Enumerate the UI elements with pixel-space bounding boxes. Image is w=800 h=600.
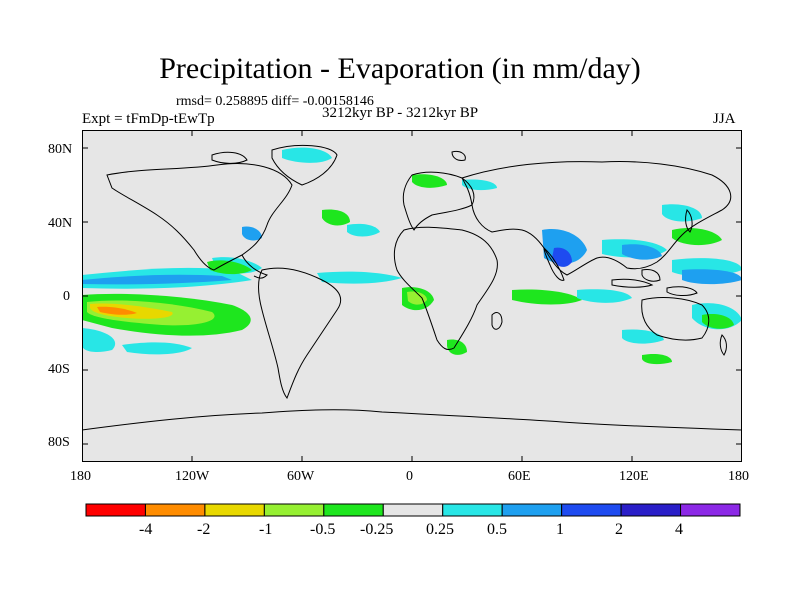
- coast-antarctica: [82, 409, 742, 431]
- patch-indian-green: [512, 289, 582, 305]
- colorbar-box: [85, 503, 146, 517]
- colorbar-label: -0.25: [360, 521, 394, 538]
- patch-pacific-orange: [97, 306, 137, 315]
- patch-australia-green: [702, 314, 734, 329]
- patch-africa-lightgreen: [407, 291, 427, 305]
- coastlines: [82, 145, 742, 431]
- colorbar-box: [382, 503, 444, 517]
- patch-japan-cyan: [662, 204, 702, 222]
- lon-label-120w: 120W: [175, 469, 210, 484]
- colorbar-box: [204, 503, 265, 517]
- patch-na-cyan: [347, 223, 380, 237]
- coast-south-america: [258, 267, 342, 399]
- patch-na-blue: [242, 226, 262, 241]
- lon-label-0: 0: [406, 469, 413, 484]
- patch-southatlantic-green: [447, 339, 467, 355]
- coast-australia: [641, 297, 710, 341]
- lon-label-60e: 60E: [508, 469, 531, 484]
- colorbar-box: [144, 503, 206, 517]
- patch-south-indian-green: [642, 353, 672, 365]
- patch-east-pacific-green: [207, 260, 252, 275]
- colorbar-box: [680, 503, 741, 517]
- patch-pacific-blue-north: [82, 274, 232, 285]
- colorbar-label: 4: [675, 521, 683, 538]
- colorbar-label: 0.5: [487, 521, 507, 538]
- lon-label-180e: 180: [728, 469, 749, 484]
- patch-north-atlantic-green: [322, 209, 350, 226]
- patch-pacific-cyan-south: [82, 328, 116, 353]
- lon-label-180w: 180: [70, 469, 91, 484]
- coast-arctic-islands: [211, 151, 248, 164]
- colorbar-box: [442, 503, 503, 517]
- coast-asia: [461, 161, 732, 276]
- lat-label-80s: 80S: [48, 435, 70, 450]
- patch-atlantic-cyan: [317, 271, 402, 284]
- experiment-label: Expt = tFmDp-tEwTp: [82, 111, 215, 127]
- period-label: 3212kyr BP - 3212kyr BP: [322, 105, 479, 121]
- patch-indian-cyan: [577, 289, 632, 303]
- patch-south-indian-cyan: [622, 329, 664, 344]
- coast-newguinea: [666, 286, 698, 296]
- stats-label: rmsd= 0.258895 diff= -0.00158146: [176, 94, 374, 109]
- colorbar-label: -1: [259, 521, 273, 538]
- lat-label-eq: 0: [63, 289, 70, 304]
- colorbar-box: [323, 503, 384, 517]
- lon-label-60w: 60W: [287, 469, 315, 484]
- lon-label-120e: 120E: [619, 469, 649, 484]
- colorbar-box: [263, 503, 325, 517]
- lat-label-80n: 80N: [48, 142, 73, 157]
- patch-pacific-cyan-south2: [122, 342, 192, 355]
- coast-greenland: [271, 145, 338, 186]
- coast-central-america: [241, 254, 268, 279]
- coast-north-america: [106, 163, 293, 271]
- colorbar-label: -0.5: [310, 521, 336, 538]
- patch-india-darkblue: [552, 247, 572, 267]
- colorbar: [85, 503, 741, 517]
- patch-greenland-cyan: [282, 147, 332, 163]
- coast-newzealand: [719, 334, 727, 356]
- patch-wpacific-blue: [682, 269, 742, 285]
- colorbar-box: [501, 503, 563, 517]
- world-map: [82, 130, 742, 462]
- colorbar-box: [561, 503, 622, 517]
- lon-ticks: [191, 130, 633, 462]
- coast-africa: [393, 226, 498, 351]
- colorbar-label: -4: [139, 521, 153, 538]
- coast-india: [543, 246, 565, 281]
- coast-svalbard: [451, 151, 466, 161]
- patch-eurasia-green: [412, 174, 447, 188]
- colorbar-box: [620, 503, 682, 517]
- colorbar-label: 0.25: [426, 521, 454, 538]
- season-label: JJA: [713, 111, 736, 127]
- plot-title: Precipitation - Evaporation (in mm/day): [159, 52, 641, 85]
- lat-label-40n: 40N: [48, 216, 73, 231]
- colorbar-label: 1: [556, 521, 564, 538]
- lat-ticks: [82, 147, 742, 445]
- coast-madagascar: [491, 312, 503, 330]
- patch-asia-blue: [622, 244, 662, 260]
- lat-label-40s: 40S: [48, 362, 70, 377]
- coast-borneo: [641, 269, 661, 282]
- coast-japan: [685, 209, 693, 233]
- coast-indonesia: [611, 278, 654, 288]
- colorbar-label: -2: [197, 521, 211, 538]
- colorbar-label: 2: [615, 521, 623, 538]
